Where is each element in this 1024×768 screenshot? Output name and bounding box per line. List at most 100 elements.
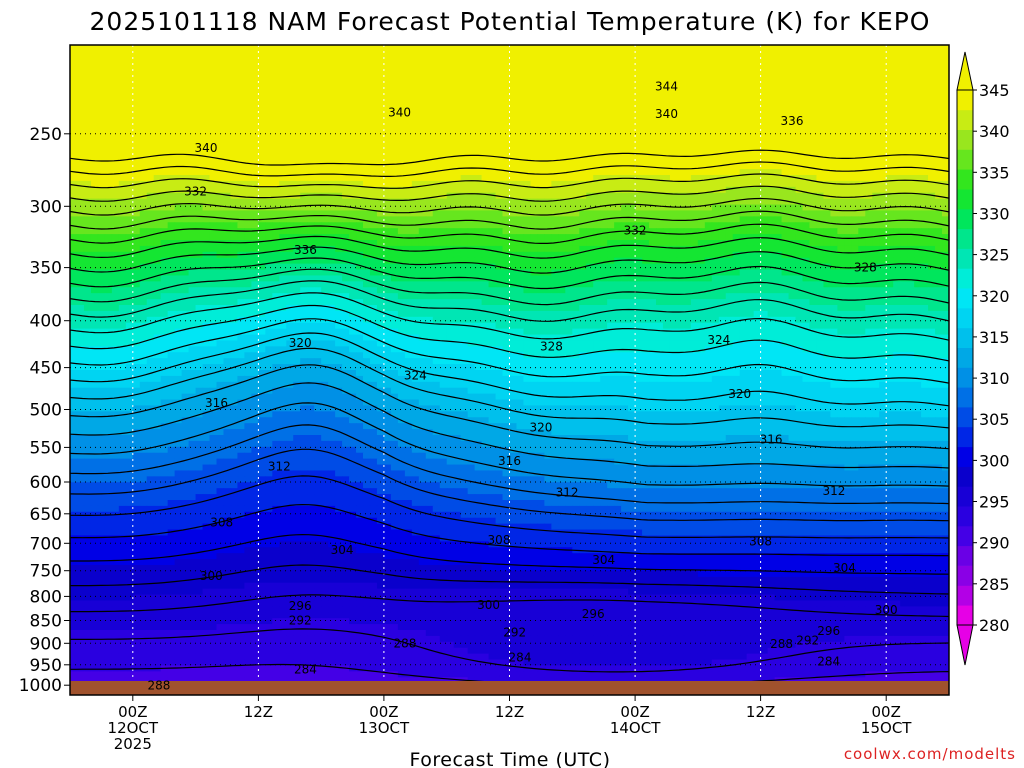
fill-cell bbox=[481, 169, 490, 176]
fill-cell bbox=[788, 245, 797, 253]
fill-cell bbox=[544, 50, 552, 58]
fill-cell bbox=[795, 228, 804, 235]
fill-cell bbox=[279, 157, 287, 164]
fill-cell bbox=[718, 139, 727, 147]
fill-cell bbox=[202, 115, 211, 123]
fill-cell bbox=[753, 74, 762, 82]
fill-cell bbox=[593, 50, 601, 58]
fill-cell bbox=[837, 263, 845, 271]
fill-cell bbox=[70, 245, 78, 253]
fill-cell bbox=[760, 198, 769, 206]
fill-cell bbox=[244, 50, 252, 58]
fill-cell bbox=[621, 186, 629, 194]
fill-cell bbox=[760, 163, 769, 170]
fill-cell bbox=[907, 163, 915, 170]
fill-cell bbox=[656, 145, 664, 152]
fill-cell bbox=[711, 127, 720, 135]
fill-cell bbox=[544, 251, 552, 259]
fill-cell bbox=[439, 269, 448, 277]
fill-cell bbox=[153, 139, 162, 147]
fill-cell bbox=[251, 139, 259, 147]
fill-cell bbox=[753, 92, 762, 99]
fill-cell bbox=[265, 180, 273, 188]
fill-cell bbox=[286, 151, 294, 158]
fill-cell bbox=[774, 74, 783, 82]
fill-cell bbox=[565, 216, 573, 223]
fill-cell bbox=[411, 198, 420, 206]
fill-cell bbox=[376, 80, 385, 87]
fill-cell bbox=[300, 121, 308, 129]
fill-cell bbox=[397, 121, 406, 129]
fill-cell bbox=[725, 186, 734, 194]
fill-cell bbox=[565, 121, 573, 129]
fill-cell bbox=[363, 275, 371, 282]
fill-cell bbox=[558, 127, 566, 135]
fill-cell bbox=[460, 275, 469, 282]
fill-cell bbox=[132, 98, 141, 105]
fill-cell bbox=[279, 240, 287, 247]
fill-cell bbox=[314, 251, 322, 259]
fill-cell bbox=[181, 45, 190, 52]
fill-cell bbox=[921, 180, 929, 188]
fill-cell bbox=[342, 186, 350, 194]
fill-cell bbox=[453, 80, 462, 87]
fill-cell bbox=[383, 86, 392, 93]
fill-cell bbox=[942, 234, 949, 241]
fill-cell bbox=[928, 50, 936, 58]
fill-cell bbox=[139, 245, 148, 253]
fill-cell bbox=[851, 234, 859, 241]
fill-cell bbox=[90, 50, 99, 58]
fill-cell bbox=[495, 169, 504, 176]
fill-cell bbox=[656, 245, 664, 253]
fill-cell bbox=[383, 139, 392, 147]
fill-cell bbox=[900, 228, 908, 235]
fill-cell bbox=[586, 251, 594, 259]
fill-cell bbox=[718, 133, 727, 141]
fill-cell bbox=[286, 257, 294, 265]
fill-cell bbox=[683, 251, 692, 259]
fill-cell bbox=[174, 56, 183, 64]
fill-cell bbox=[363, 204, 371, 212]
fill-cell bbox=[439, 151, 448, 158]
fill-cell bbox=[174, 80, 183, 87]
fill-cell bbox=[411, 127, 420, 135]
fill-cell bbox=[502, 257, 511, 265]
fill-cell bbox=[244, 80, 252, 87]
fill-cell bbox=[879, 50, 887, 58]
fill-cell bbox=[146, 192, 155, 200]
fill-cell bbox=[321, 62, 329, 70]
fill-cell bbox=[893, 104, 901, 111]
fill-cell bbox=[509, 45, 518, 52]
fill-cell bbox=[935, 139, 943, 147]
fill-cell bbox=[656, 133, 664, 141]
fill-cell bbox=[907, 104, 915, 111]
fill-cell bbox=[844, 80, 852, 87]
fill-cell bbox=[216, 110, 225, 117]
fill-cell bbox=[363, 74, 371, 82]
fill-cell bbox=[586, 127, 594, 135]
fill-cell bbox=[383, 245, 392, 253]
fill-cell bbox=[523, 98, 532, 105]
fill-cell bbox=[523, 169, 532, 176]
fill-cell bbox=[593, 98, 601, 105]
fill-cell bbox=[418, 186, 427, 194]
fill-cell bbox=[704, 110, 713, 117]
fill-cell bbox=[900, 92, 908, 99]
fill-cell bbox=[816, 45, 825, 52]
fill-cell bbox=[607, 151, 615, 158]
fill-cell bbox=[286, 68, 294, 76]
fill-cell bbox=[509, 145, 518, 152]
fill-cell bbox=[425, 240, 434, 247]
fill-cell bbox=[593, 68, 601, 76]
fill-cell bbox=[258, 234, 266, 241]
fill-cell bbox=[935, 86, 943, 93]
fill-cell bbox=[711, 110, 720, 117]
fill-cell bbox=[90, 74, 99, 82]
fill-cell bbox=[342, 104, 350, 111]
fill-cell bbox=[132, 198, 141, 206]
fill-cell bbox=[739, 269, 748, 277]
fill-cell bbox=[272, 198, 280, 206]
fill-cell bbox=[935, 80, 943, 87]
fill-cell bbox=[781, 74, 790, 82]
fill-cell bbox=[656, 50, 664, 58]
